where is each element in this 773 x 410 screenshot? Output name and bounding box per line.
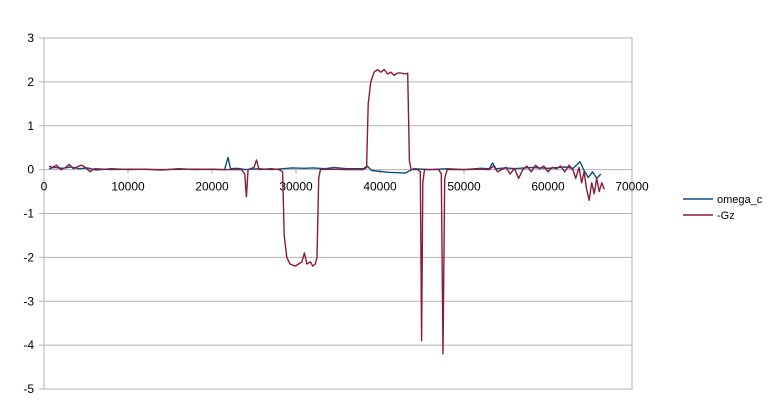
- y-axis-tick-labels: 3 2 1 0 -1 -2 -3 -4 -5: [23, 31, 34, 396]
- x-axis-tick-labels: 0 10000 20000 30000 40000 50000 60000 70000: [41, 180, 649, 194]
- y-tick-label: -3: [23, 294, 34, 308]
- series-line-gz: [49, 70, 604, 354]
- legend-label: -Gz: [717, 210, 735, 222]
- x-tick-label: 0: [41, 180, 48, 194]
- y-tick-label: -4: [23, 338, 34, 352]
- y-tick-label: 2: [27, 75, 34, 89]
- x-tick-label: 70000: [615, 180, 649, 194]
- x-tick-label: 30000: [279, 180, 313, 194]
- y-tick-label: -2: [23, 250, 34, 264]
- y-tick-label: -1: [23, 207, 34, 221]
- series-lines: [49, 70, 604, 354]
- y-tick-label: 1: [27, 119, 34, 133]
- x-tick-label: 50000: [447, 180, 481, 194]
- legend: omega_c -Gz: [683, 194, 763, 222]
- series-line-omegac: [49, 157, 601, 178]
- x-tick-label: 10000: [111, 180, 145, 194]
- grid-lines: [39, 38, 632, 389]
- y-tick-label: 3: [27, 31, 34, 45]
- y-tick-label: -5: [23, 382, 34, 396]
- x-tick-label: 20000: [195, 180, 229, 194]
- x-tick-label: 60000: [531, 180, 565, 194]
- x-tick-label: 40000: [363, 180, 397, 194]
- y-tick-label: 0: [27, 163, 34, 177]
- legend-label: omega_c: [717, 194, 763, 206]
